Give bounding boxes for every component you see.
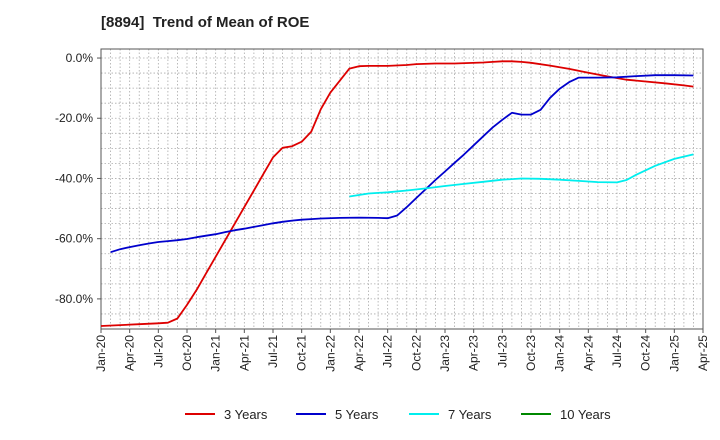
series-line-7-years bbox=[349, 153, 694, 198]
y-axis-ticks: 0.0% -20.0% -40.0% -60.0% -80.0% bbox=[55, 51, 101, 306]
x-tick-label: Jan-24 bbox=[553, 335, 567, 372]
x-tick-label: Jan-21 bbox=[209, 335, 223, 372]
x-tick-label: Oct-24 bbox=[639, 335, 653, 371]
series-line-3-years bbox=[100, 60, 694, 327]
legend-label: 7 Years bbox=[448, 407, 492, 422]
x-tick-label: Oct-22 bbox=[409, 335, 423, 371]
y-tick-label: -80.0% bbox=[55, 292, 93, 306]
chart-title: [8894] Trend of Mean of ROE bbox=[101, 14, 310, 31]
x-tick-label: Apr-20 bbox=[123, 335, 137, 371]
y-tick-label: -60.0% bbox=[55, 232, 93, 246]
x-axis-ticks: Jan-20 Apr-20 Jul-20 Oct-20 Jan-21 Apr-21 Jul-… bbox=[94, 329, 710, 372]
x-tick-label: Apr-25 bbox=[696, 335, 710, 371]
x-tick-label: Jul-22 bbox=[381, 335, 395, 368]
x-tick-label: Oct-21 bbox=[295, 335, 309, 371]
legend-label: 3 Years bbox=[224, 407, 268, 422]
x-tick-label: Apr-21 bbox=[237, 335, 251, 371]
legend-label: 5 Years bbox=[335, 407, 379, 422]
legend: 3 Years 5 Years 7 Years 10 Years bbox=[185, 407, 611, 422]
x-tick-label: Oct-23 bbox=[524, 335, 538, 371]
x-tick-label: Jul-24 bbox=[610, 335, 624, 368]
series-layer bbox=[100, 60, 694, 327]
x-tick-label: Apr-23 bbox=[467, 335, 481, 371]
x-tick-label: Oct-20 bbox=[180, 335, 194, 371]
x-tick-label: Jan-22 bbox=[323, 335, 337, 372]
legend-label: 10 Years bbox=[560, 407, 611, 422]
x-tick-label: Apr-24 bbox=[581, 335, 595, 371]
grid-lines bbox=[100, 49, 704, 330]
axes bbox=[100, 48, 704, 330]
y-tick-label: 0.0% bbox=[66, 51, 94, 65]
series-line-5-years bbox=[110, 74, 694, 254]
x-tick-label: Jul-23 bbox=[495, 335, 509, 368]
y-tick-label: -20.0% bbox=[55, 111, 93, 125]
x-tick-label: Jan-25 bbox=[667, 335, 681, 372]
x-tick-label: Jul-20 bbox=[151, 335, 165, 368]
x-tick-label: Apr-22 bbox=[352, 335, 366, 371]
plot-frame bbox=[100, 48, 704, 330]
x-tick-label: Jan-23 bbox=[438, 335, 452, 372]
x-tick-label: Jul-21 bbox=[266, 335, 280, 368]
y-tick-label: -40.0% bbox=[55, 171, 93, 185]
x-tick-label: Jan-20 bbox=[94, 335, 108, 372]
